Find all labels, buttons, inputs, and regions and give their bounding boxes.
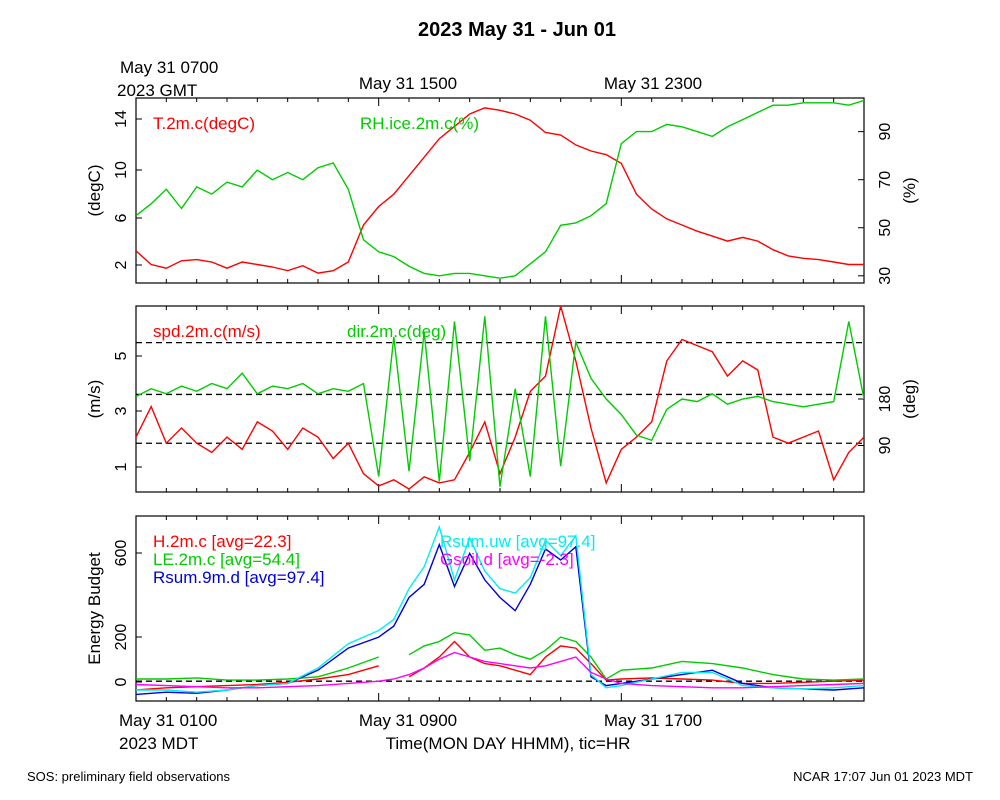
legend-label: Rsum.9m.d [avg=97.4] <box>153 568 325 587</box>
y-tick-label-left: 5 <box>113 351 130 360</box>
legend-label: T.2m.c(degC) <box>153 114 255 133</box>
y-axis-title-right: (deg) <box>900 379 919 419</box>
y-tick-label-right: 50 <box>877 219 894 237</box>
top-axis-label-first-line1: May 31 0700 <box>120 58 218 77</box>
y-tick-label-right: 70 <box>877 171 894 189</box>
y-axis-title-right: (%) <box>900 177 919 203</box>
bottom-axis-label-tick2: May 31 0900 <box>359 711 457 730</box>
y-axis-title-left: (m/s) <box>85 380 104 419</box>
series-line-dir-2m-c-deg- <box>136 316 864 487</box>
legend-label: Rsum.uw [avg=97.4] <box>440 532 595 551</box>
legend-label: RH.ice.2m.c(%) <box>360 114 479 133</box>
y-tick-label-right: 90 <box>877 437 894 455</box>
y-tick-label-left: 600 <box>113 540 130 567</box>
y-tick-label-left: 3 <box>113 406 130 415</box>
series-line-spd-2m-c-m-s- <box>136 306 864 490</box>
top-axis-label-tick2: May 31 1500 <box>359 74 457 93</box>
y-tick-label-right: 90 <box>877 123 894 141</box>
top-axis-label-tick3: May 31 2300 <box>604 74 702 93</box>
y-axis-title-left: Energy Budget <box>85 552 104 665</box>
series-line-le-2m-c-avg-54-4- <box>136 631 864 681</box>
legend-label: dir.2m.c(deg) <box>347 322 446 341</box>
bottom-axis-label-tick3: May 31 1700 <box>604 711 702 730</box>
y-tick-label-left: 2 <box>113 260 130 269</box>
y-tick-label-left: 10 <box>113 161 130 179</box>
y-tick-label-left: 6 <box>113 213 130 222</box>
y-tick-label-left: 1 <box>113 462 130 471</box>
y-tick-label-left: 14 <box>113 110 130 128</box>
legend-label: Gsoil.d [avg=-2.3] <box>440 550 574 569</box>
series-line-t-2m-c-degc- <box>136 107 864 274</box>
series-line-rh-ice-2m-c- <box>136 99 864 279</box>
legend-label: H.2m.c [avg=22.3] <box>153 532 291 551</box>
y-tick-label-right: 30 <box>877 267 894 285</box>
bottom-axis-label-first-line1: May 31 0100 <box>119 711 217 730</box>
y-tick-label-left: 0 <box>113 677 130 686</box>
y-tick-label-left: 200 <box>113 624 130 651</box>
series-line-h-2m-c-avg-22-3- <box>136 640 864 691</box>
series-line-gsoil-d-avg-2-3- <box>136 651 864 689</box>
y-tick-label-right: 180 <box>877 386 894 413</box>
bottom-axis-label-first-line2: 2023 MDT <box>119 734 198 753</box>
series-line-rsum-uw-avg-97-4- <box>136 524 864 693</box>
legend-label: spd.2m.c(m/s) <box>153 322 261 341</box>
legend-label: LE.2m.c [avg=54.4] <box>153 550 300 569</box>
footer-left: SOS: preliminary field observations <box>27 769 231 784</box>
x-axis-title: Time(MON DAY HHMM), tic=HR <box>386 734 631 753</box>
chart-title: 2023 May 31 - Jun 01 <box>418 19 616 41</box>
top-axis-label-first-line2: 2023 GMT <box>117 81 197 100</box>
y-axis-title-left: (degC) <box>85 165 104 217</box>
footer-right: NCAR 17:07 Jun 01 2023 MDT <box>793 769 973 784</box>
